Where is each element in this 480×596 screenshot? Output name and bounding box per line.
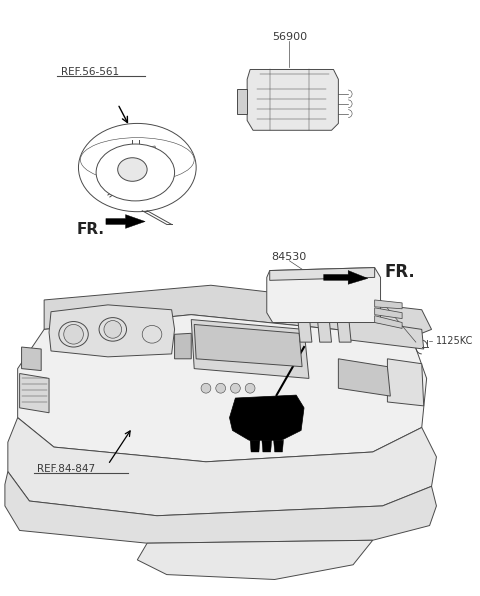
Polygon shape	[22, 347, 41, 371]
Text: REF.56-561: REF.56-561	[61, 67, 119, 77]
Polygon shape	[375, 308, 402, 319]
Ellipse shape	[118, 158, 147, 181]
Polygon shape	[337, 322, 351, 342]
Polygon shape	[106, 215, 145, 228]
Polygon shape	[267, 268, 381, 322]
Polygon shape	[247, 70, 338, 131]
Polygon shape	[324, 271, 368, 284]
Ellipse shape	[96, 144, 175, 201]
Polygon shape	[343, 318, 424, 349]
Polygon shape	[8, 418, 436, 516]
Polygon shape	[191, 319, 309, 378]
Polygon shape	[44, 285, 432, 337]
Polygon shape	[318, 322, 332, 342]
Polygon shape	[5, 471, 436, 543]
Circle shape	[245, 383, 255, 393]
Polygon shape	[274, 440, 284, 452]
Polygon shape	[387, 359, 424, 406]
Polygon shape	[229, 395, 304, 440]
Polygon shape	[237, 89, 247, 114]
Polygon shape	[338, 359, 390, 396]
Circle shape	[104, 321, 121, 338]
Text: REF.84-847: REF.84-847	[37, 464, 96, 474]
Polygon shape	[375, 300, 402, 309]
Text: FR.: FR.	[384, 263, 415, 281]
Polygon shape	[298, 322, 312, 342]
Text: FR.: FR.	[76, 222, 105, 237]
Polygon shape	[194, 324, 302, 367]
Polygon shape	[49, 305, 175, 357]
Circle shape	[201, 383, 211, 393]
Polygon shape	[375, 316, 402, 328]
Text: 1125KC: 1125KC	[436, 336, 474, 346]
Text: 84530: 84530	[272, 252, 307, 262]
Text: 56900: 56900	[272, 32, 307, 42]
Polygon shape	[137, 540, 372, 579]
Polygon shape	[250, 440, 260, 452]
Circle shape	[64, 324, 84, 344]
Polygon shape	[18, 315, 427, 462]
Polygon shape	[262, 440, 272, 452]
Circle shape	[230, 383, 240, 393]
Polygon shape	[175, 333, 191, 359]
Circle shape	[216, 383, 226, 393]
Polygon shape	[270, 268, 375, 280]
Polygon shape	[20, 374, 49, 413]
